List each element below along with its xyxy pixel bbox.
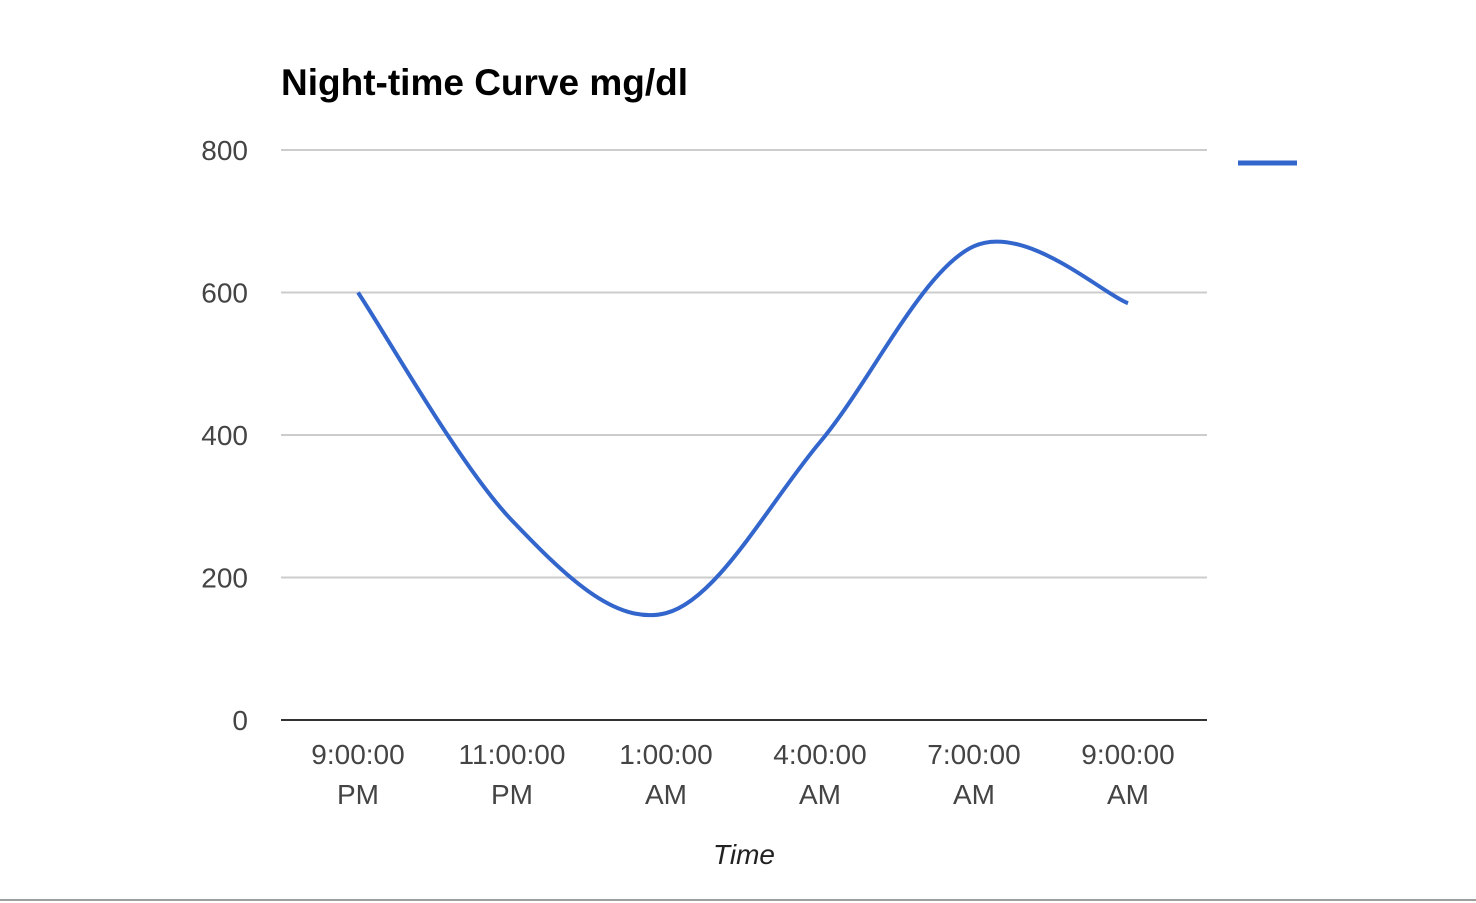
x-tick-label: AM [1107, 779, 1149, 810]
x-tick-label: 1:00:00 [619, 739, 712, 770]
y-tick-label: 200 [201, 563, 248, 594]
x-axis-title: Time [713, 839, 775, 870]
series-layer [355, 239, 1131, 618]
data-point[interactable] [1125, 300, 1131, 306]
gridlines [281, 149, 1207, 721]
data-point[interactable] [817, 439, 823, 445]
y-axis-tick-labels: 0 200 400 600 800 [201, 135, 248, 736]
x-tick-label: AM [799, 779, 841, 810]
x-tick-label: PM [491, 779, 533, 810]
x-tick-label: AM [953, 779, 995, 810]
y-tick-label: 400 [201, 420, 248, 451]
data-point[interactable] [355, 290, 361, 296]
data-point[interactable] [509, 518, 515, 524]
y-tick-label: 0 [232, 705, 248, 736]
x-tick-label: 11:00:00 [459, 739, 566, 770]
chart-title: Night-time Curve mg/dl [281, 62, 688, 103]
x-tick-label: 7:00:00 [927, 739, 1020, 770]
x-tick-label: PM [337, 779, 379, 810]
series-line-0[interactable] [356, 239, 1129, 618]
y-tick-label: 600 [201, 278, 248, 309]
x-tick-label: 4:00:00 [773, 739, 866, 770]
x-tick-label: 9:00:00 [311, 739, 404, 770]
x-tick-label: 9:00:00 [1081, 739, 1174, 770]
x-tick-label: AM [645, 779, 687, 810]
data-point[interactable] [971, 243, 977, 249]
x-axis-tick-labels: 9:00:00 PM 11:00:00 PM 1:00:00 AM 4:00:00 AM 7:0… [311, 739, 1174, 810]
y-tick-label: 800 [201, 135, 248, 166]
data-point[interactable] [663, 610, 669, 616]
